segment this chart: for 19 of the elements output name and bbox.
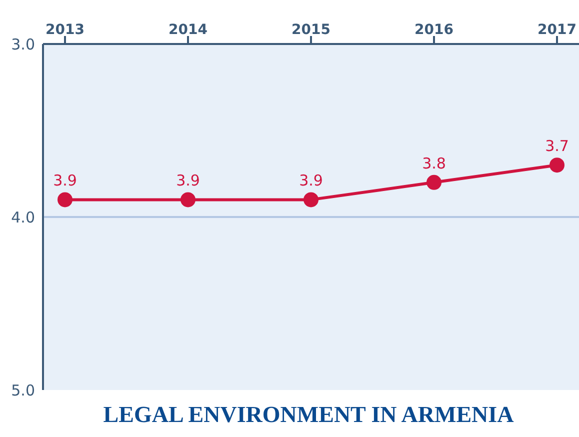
x-tick-label: 2017 [538, 22, 576, 38]
data-label: 3.9 [299, 172, 323, 190]
point [304, 192, 318, 208]
point [550, 158, 564, 173]
y-tick-label: 4.0 [11, 208, 35, 226]
text: LEGAL ENVIRONMENT IN ARMENIA [102, 402, 515, 428]
point [180, 192, 196, 208]
point [58, 192, 72, 208]
data-label: 3.9 [176, 172, 200, 190]
x-tick-label: 2016 [414, 22, 454, 38]
y-tick-label: 5.0 [11, 381, 35, 400]
point [426, 174, 442, 190]
data-label: 3.7 [545, 137, 569, 156]
data-label: 3.8 [422, 154, 446, 172]
x-tick-label: 2013 [46, 22, 84, 38]
y-tick-label: 3.0 [11, 35, 35, 54]
x-tick-label: 2014 [168, 22, 208, 38]
data-label: 3.9 [53, 172, 77, 190]
x-tick-label: 2015 [292, 22, 330, 38]
